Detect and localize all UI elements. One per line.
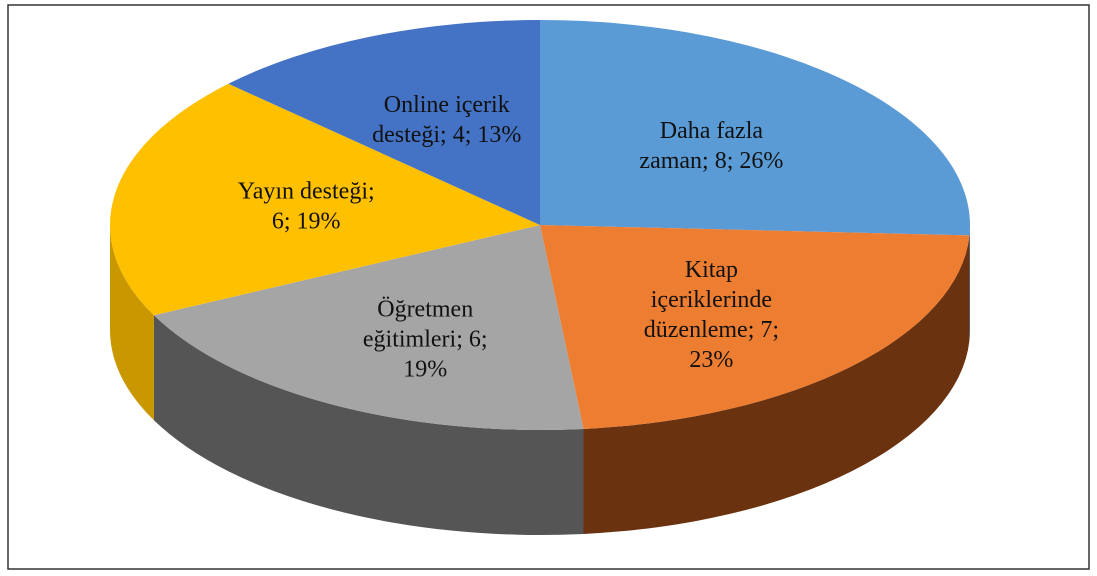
- slice-side: [110, 225, 154, 421]
- data-label: desteği; 4; 13%: [372, 122, 521, 148]
- data-label: Yayın desteği;: [238, 178, 375, 204]
- slice: [153, 225, 584, 431]
- slice-side: [153, 315, 584, 535]
- data-label: Öğretmen: [377, 297, 473, 323]
- slice-side: [969, 225, 970, 341]
- data-label: içeriklerinde: [651, 287, 772, 313]
- slice: [109, 83, 541, 316]
- data-label: düzenleme; 7;: [644, 317, 779, 343]
- slice: [228, 19, 540, 225]
- data-label: 23%: [689, 347, 733, 373]
- data-label: Kitap: [685, 257, 738, 283]
- data-label: Online içerik: [384, 92, 510, 118]
- data-label: Daha fazla: [660, 118, 764, 144]
- slice: [540, 225, 970, 429]
- data-label: 19%: [403, 357, 447, 383]
- data-label: 6; 19%: [272, 208, 341, 234]
- slice: [540, 20, 970, 236]
- slice-side: [583, 235, 970, 534]
- data-label: eğitimleri; 6;: [363, 327, 488, 353]
- data-label: zaman; 8; 26%: [639, 148, 783, 174]
